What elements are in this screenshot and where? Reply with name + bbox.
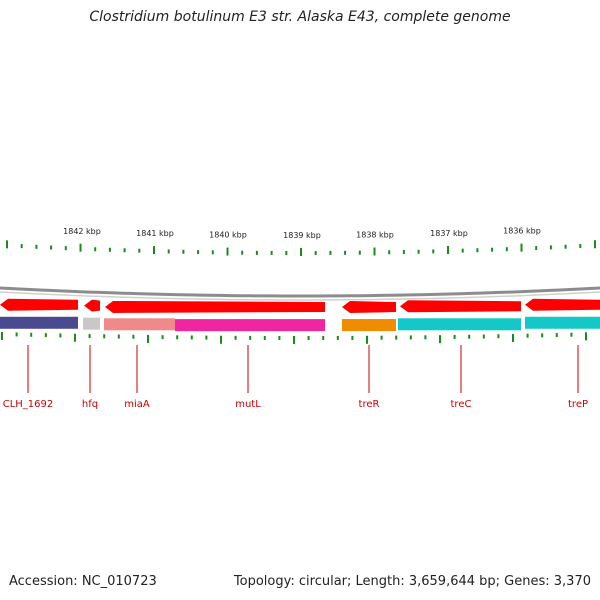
kbp-label: 1839 kbp: [283, 231, 321, 240]
gene-labels: CLH_1692 hfq miaA mutL treR treC treP: [3, 345, 588, 410]
gene-label-treR: treR: [359, 345, 380, 410]
gene-label: treR: [359, 399, 380, 410]
cds-arrow: [525, 298, 600, 311]
gene-label: miaA: [124, 399, 150, 410]
cds-arrow: [0, 298, 78, 311]
gene-block: [175, 319, 325, 332]
gene-block: [104, 318, 175, 331]
gene-label-mutL: mutL: [235, 345, 261, 410]
gene-block: [525, 316, 600, 329]
kbp-label: 1837 kbp: [430, 229, 468, 238]
cds-arrow: [342, 301, 396, 314]
backbone-track: [0, 286, 600, 301]
kbp-label: 1841 kbp: [136, 229, 174, 238]
kbp-label: 1838 kbp: [356, 231, 394, 240]
accession-text: Accession: NC_010723: [9, 574, 157, 589]
cds-track: [0, 298, 600, 314]
ticks-top: [6, 240, 596, 256]
kbp-label: 1836 kbp: [503, 227, 541, 236]
gene-label-miaA: miaA: [124, 345, 150, 410]
gene-block: [83, 317, 100, 330]
gene-label-treC: treC: [451, 345, 472, 410]
backbone-outer: [0, 286, 600, 298]
gene-block: [398, 318, 521, 331]
cds-arrow: [84, 299, 100, 312]
kbp-label: 1840 kbp: [209, 231, 247, 240]
gene-label: CLH_1692: [3, 399, 54, 410]
gene-block: [0, 316, 78, 329]
gene-label: treC: [451, 399, 472, 410]
gene-label-CLH_1692: CLH_1692: [3, 345, 54, 410]
map-title: Clostridium botulinum E3 str. Alaska E43…: [89, 9, 511, 25]
gene-block: [342, 319, 396, 332]
gene-label: treP: [568, 399, 588, 410]
kbp-label: 1842 kbp: [63, 227, 101, 236]
backbone-inner: [0, 291, 600, 301]
gene-label-hfq: hfq: [82, 345, 98, 410]
gene-label-treP: treP: [568, 345, 588, 410]
kbp-labels: 1842 kbp 1841 kbp 1840 kbp 1839 kbp 1838 kbp…: [63, 227, 541, 240]
gene-label: hfq: [82, 399, 98, 410]
genome-summary: Topology: circular; Length: 3,659,644 bp…: [233, 574, 591, 589]
cds-arrow: [400, 300, 521, 313]
gene-label: mutL: [235, 399, 261, 410]
cds-arrow: [105, 300, 325, 313]
color-track: [0, 316, 600, 332]
ticks-bottom: [1, 332, 587, 344]
